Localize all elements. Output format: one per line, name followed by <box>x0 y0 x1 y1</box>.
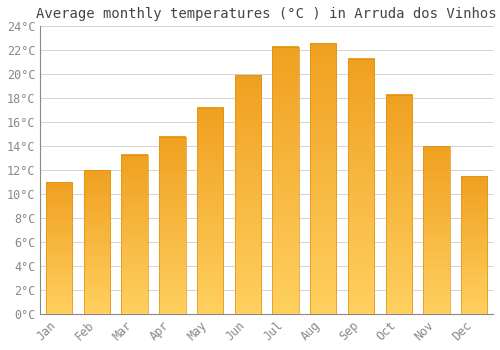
Bar <box>46 182 72 314</box>
Bar <box>348 59 374 314</box>
Bar <box>461 176 487 314</box>
Bar <box>272 47 299 314</box>
Bar <box>424 146 450 314</box>
Bar <box>386 94 412 314</box>
Title: Average monthly temperatures (°C ) in Arruda dos Vinhos: Average monthly temperatures (°C ) in Ar… <box>36 7 497 21</box>
Bar <box>310 43 336 314</box>
Bar <box>122 154 148 314</box>
Bar <box>159 136 186 314</box>
Bar <box>197 108 224 314</box>
Bar <box>234 75 261 314</box>
Bar <box>84 170 110 314</box>
